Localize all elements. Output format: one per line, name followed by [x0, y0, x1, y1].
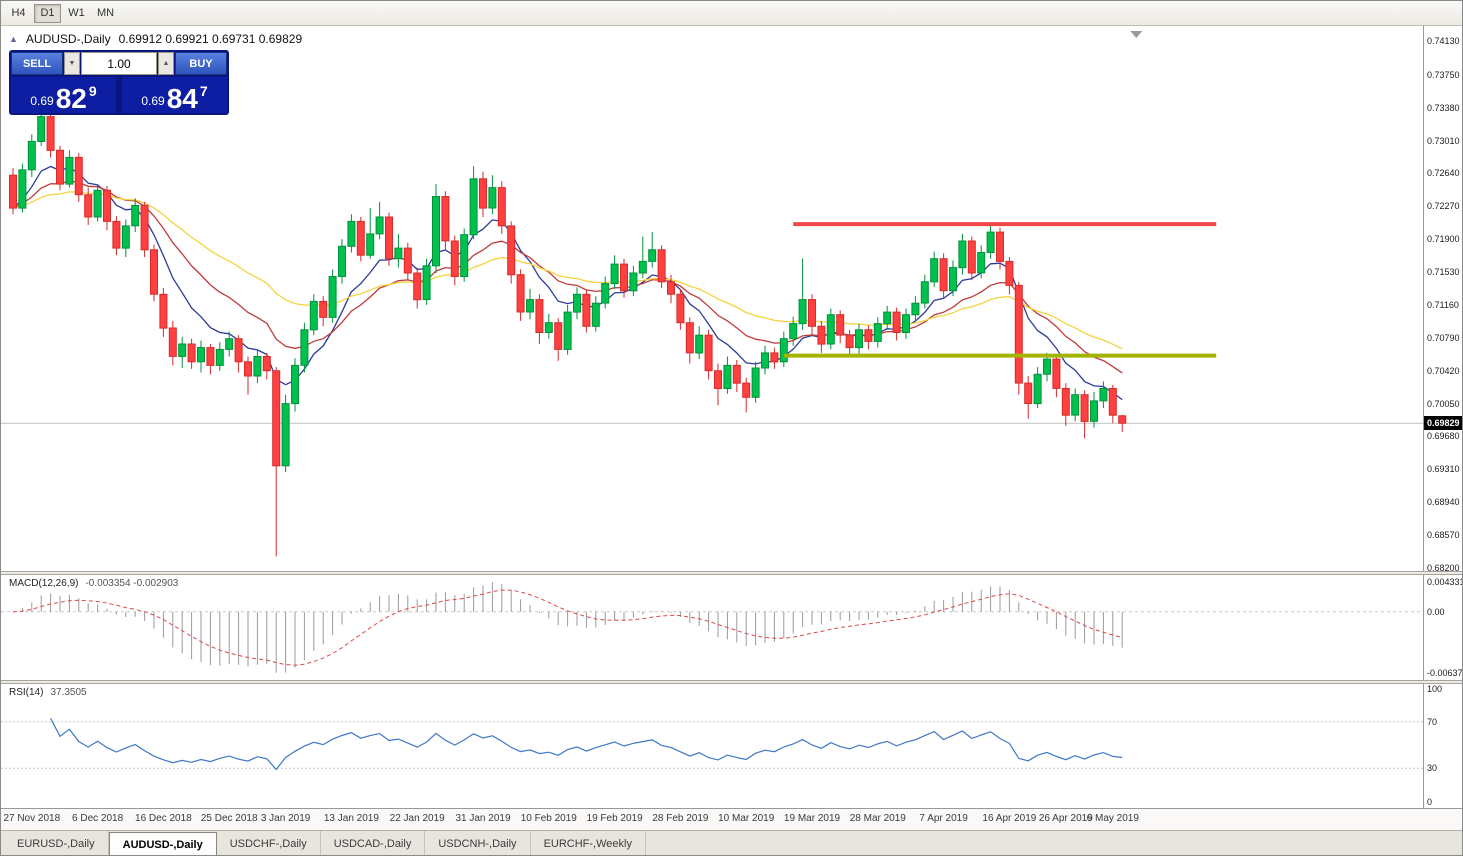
- timeframe-button-w1[interactable]: W1: [63, 4, 90, 23]
- chart-tab-audusd-daily[interactable]: AUDUSD-,Daily: [108, 832, 217, 855]
- scale-tick: 0.70420: [1427, 365, 1460, 376]
- scale-tick: 0.00: [1427, 606, 1445, 617]
- timeframe-button-d1[interactable]: D1: [34, 3, 61, 23]
- volume-decrement-button[interactable]: ▼: [64, 52, 80, 75]
- main-chart-canvas[interactable]: [1, 26, 1423, 571]
- date-label: 6 Dec 2018: [72, 813, 124, 824]
- date-label: 10 Feb 2019: [520, 813, 577, 824]
- macd-scale[interactable]: 0.004331 0.00 -0.006371: [1423, 575, 1463, 680]
- date-label: 19 Mar 2019: [783, 813, 841, 824]
- sell-price-small: 0.69: [30, 94, 54, 108]
- scale-tick: 0.71530: [1427, 267, 1460, 278]
- scale-tick: 0.73380: [1427, 102, 1460, 113]
- date-label: 25 Dec 2018: [200, 813, 258, 824]
- scale-tick: 0: [1427, 797, 1433, 807]
- date-label: 16 Dec 2018: [135, 813, 192, 824]
- scale-tick: -0.006371: [1427, 668, 1463, 678]
- scale-tick: 0.70050: [1427, 398, 1460, 409]
- buy-price-small: 0.69: [141, 94, 165, 108]
- scale-tick: 0.71160: [1427, 299, 1459, 310]
- volume-input[interactable]: [81, 52, 157, 75]
- sell-button[interactable]: SELL: [11, 52, 63, 75]
- buy-price-big: 84: [166, 83, 198, 114]
- date-axis[interactable]: 27 Nov 2018 6 Dec 2018 16 Dec 2018 25 Dec 2…: [1, 808, 1462, 830]
- pane-splitter-rsi[interactable]: [1, 680, 1462, 684]
- timeframe-button-mn[interactable]: MN: [92, 4, 119, 23]
- date-label: 31 Jan 2019: [455, 813, 511, 824]
- chart-tab-usdcnh-daily[interactable]: USDCNH-,Daily: [425, 831, 531, 855]
- date-label: 6 May 2019: [1086, 813, 1139, 824]
- scale-tick: 100: [1427, 684, 1443, 694]
- price-chart-pane: ▲ AUDUSD-,Daily 0.69912 0.69921 0.69731 …: [1, 26, 1423, 571]
- scale-tick: 0.73750: [1427, 69, 1460, 80]
- date-label: 10 Mar 2019: [718, 813, 775, 824]
- rsi-name: RSI(14): [9, 687, 44, 698]
- rsi-pane: RSI(14) 37.3505: [1, 684, 1423, 808]
- macd-pane: MACD(12,26,9) -0.003354 -0.002903: [1, 575, 1423, 680]
- date-label: 13 Jan 2019: [323, 813, 379, 824]
- sell-price-display: 0.69 82 9: [11, 77, 116, 113]
- buy-button[interactable]: BUY: [175, 52, 227, 75]
- one-click-trading-panel: SELL ▼ ▲ BUY 0.69 82 9 0.69 84 7: [9, 50, 229, 115]
- macd-label: MACD(12,26,9) -0.003354 -0.002903: [9, 578, 178, 589]
- scale-tick: 0.68200: [1427, 562, 1460, 573]
- scale-tick: 0.004331: [1427, 577, 1463, 587]
- scale-tick: 0.69680: [1427, 431, 1460, 442]
- scale-tick: 70: [1427, 716, 1438, 727]
- macd-name: MACD(12,26,9): [9, 578, 79, 589]
- date-label: 27 Nov 2018: [3, 813, 61, 824]
- buy-price-display: 0.69 84 7: [122, 77, 227, 113]
- pane-splitter-macd[interactable]: [1, 571, 1462, 575]
- scale-tick: 0.70790: [1427, 332, 1460, 343]
- date-label: 19 Feb 2019: [586, 813, 643, 824]
- date-label: 26 Apr 2019: [1038, 813, 1093, 824]
- current-price-tag: 0.69829: [1424, 416, 1462, 431]
- rsi-scale[interactable]: 100 70 30 0: [1423, 684, 1462, 808]
- scale-tick: 0.72270: [1427, 201, 1460, 212]
- chart-tab-eurusd-daily[interactable]: EURUSD-,Daily: [4, 831, 109, 855]
- buy-price-sup: 7: [199, 83, 208, 99]
- chart-title: ▲ AUDUSD-,Daily 0.69912 0.69921 0.69731 …: [9, 32, 302, 46]
- sell-price-sup: 9: [88, 83, 97, 99]
- scale-tick: 0.69310: [1427, 464, 1460, 475]
- price-scale[interactable]: 0.74130 0.73750 0.73380 0.73010 0.72640 0.722…: [1423, 26, 1462, 573]
- timeframe-button-h4[interactable]: H4: [5, 4, 32, 23]
- chart-tab-bar: EURUSD-,Daily AUDUSD-,Daily USDCHF-,Daily U…: [1, 830, 1462, 855]
- date-label: 28 Feb 2019: [652, 813, 709, 824]
- chart-tab-eurchf-weekly[interactable]: EURCHF-,Weekly: [531, 831, 646, 855]
- macd-values: -0.003354 -0.002903: [85, 578, 179, 589]
- chart-ohlc-values: 0.69912 0.69921 0.69731 0.69829: [118, 32, 303, 46]
- chart-symbol-label: AUDUSD-,Daily: [25, 32, 111, 46]
- date-label: 22 Jan 2019: [389, 813, 445, 824]
- scale-tick: 0.74130: [1427, 36, 1460, 47]
- date-label: 28 Mar 2019: [849, 813, 906, 824]
- volume-increment-button[interactable]: ▲: [158, 52, 174, 75]
- rsi-value: 37.3505: [50, 687, 87, 698]
- sell-price-big: 82: [55, 83, 87, 114]
- timeframe-buttons: H4 D1 W1 MN: [5, 3, 119, 23]
- scale-tick: 0.73010: [1427, 135, 1460, 146]
- rsi-canvas[interactable]: [1, 684, 1423, 808]
- rsi-label: RSI(14) 37.3505: [9, 687, 87, 698]
- timeframe-toolbar: H4 D1 W1 MN: [1, 1, 1462, 26]
- chart-tab-usdchf-daily[interactable]: USDCHF-,Daily: [217, 831, 321, 855]
- scale-tick: 0.71900: [1427, 234, 1460, 245]
- scale-tick: 0.68940: [1427, 497, 1460, 508]
- scale-tick: 0.68570: [1427, 530, 1460, 541]
- macd-canvas[interactable]: [1, 575, 1423, 680]
- scale-tick: 0.72640: [1427, 168, 1460, 179]
- one-click-collapse-icon[interactable]: ▲: [9, 33, 18, 44]
- date-label: 16 Apr 2019: [982, 813, 1037, 824]
- chart-tab-usdcad-daily[interactable]: USDCAD-,Daily: [321, 831, 426, 855]
- date-label: 3 Jan 2019: [260, 813, 311, 824]
- scale-tick: 30: [1427, 763, 1438, 774]
- date-label: 7 Apr 2019: [919, 813, 968, 824]
